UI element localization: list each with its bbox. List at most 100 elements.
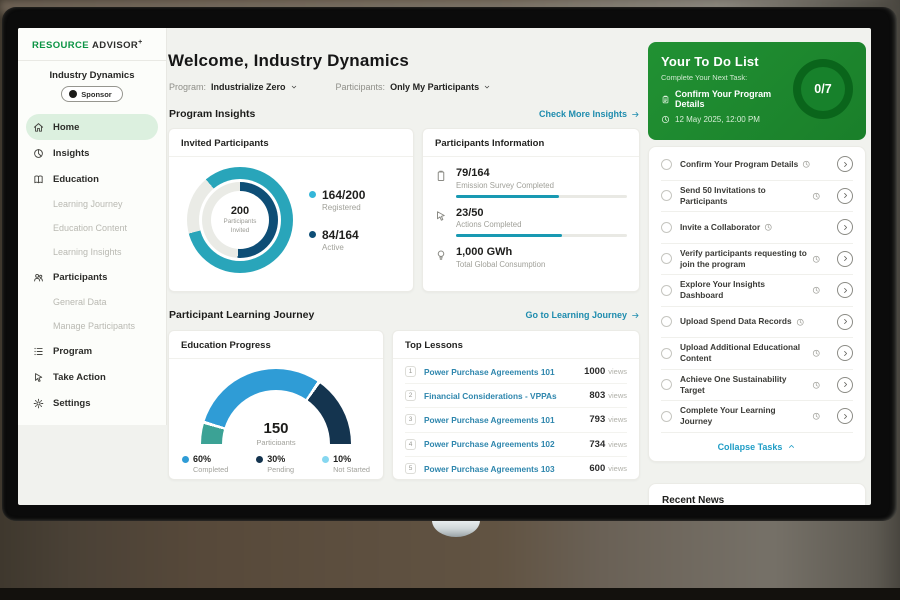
sidebar-item-icon — [32, 174, 45, 185]
task-chevron-button[interactable] — [837, 345, 853, 361]
task-checkbox[interactable] — [661, 159, 672, 170]
collapse-tasks-link[interactable]: Collapse Tasks — [661, 433, 853, 457]
sidebar-item[interactable]: Home — [26, 114, 158, 140]
todo-task-row[interactable]: Verify participants requesting to join t… — [661, 244, 853, 276]
check-more-insights-label: Check More Insights — [539, 109, 627, 119]
task-checkbox[interactable] — [661, 222, 672, 233]
sidebar-item-icon — [32, 398, 45, 409]
sidebar-item[interactable]: Program — [26, 338, 158, 364]
todo-task-row[interactable]: Complete Your Learning Journey — [661, 401, 853, 433]
todo-task-row[interactable]: Upload Additional Educational Content — [661, 338, 853, 370]
lesson-link[interactable]: Power Purchase Agreements 102 — [424, 439, 589, 449]
sidebar-item[interactable]: General Data — [26, 290, 158, 314]
sidebar-item[interactable]: Take Action — [26, 364, 158, 390]
sidebar-item[interactable]: Education — [26, 166, 158, 192]
stat-label: Total Global Consumption — [456, 260, 545, 269]
education-progress-gauge: 150 Participants — [201, 369, 351, 445]
gauge-legend-dot — [256, 456, 263, 463]
task-checkbox[interactable] — [661, 253, 672, 264]
go-to-learning-journey-link[interactable]: Go to Learning Journey — [525, 310, 640, 320]
sidebar-item[interactable]: Education Content — [26, 216, 158, 240]
task-chevron-button[interactable] — [837, 377, 853, 393]
lesson-views-count: 600 — [589, 463, 605, 474]
donut-legend: 164/200 Registered 84/164 Active — [309, 188, 365, 252]
stat-icon — [435, 170, 447, 190]
clock-icon — [764, 223, 773, 232]
task-chevron-button[interactable] — [837, 156, 853, 172]
lesson-views-word: views — [608, 464, 627, 473]
todo-next-task: Confirm Your Program Details — [661, 89, 799, 109]
task-chevron-button[interactable] — [837, 251, 853, 267]
sidebar-item[interactable]: Learning Journey — [26, 192, 158, 216]
legend-dot — [309, 231, 316, 238]
chevron-down-icon[interactable] — [483, 83, 491, 91]
participants-filter[interactable]: Participants: Only My Participants — [336, 82, 492, 92]
lesson-views-count: 1000 — [584, 366, 605, 377]
sidebar-item[interactable]: Insights — [26, 140, 158, 166]
chevron-right-icon — [841, 160, 850, 169]
sidebar-item[interactable]: Settings — [26, 390, 158, 416]
gauge-legend-pct: 10% — [333, 454, 370, 464]
todo-task-row[interactable]: Upload Spend Data Records — [661, 307, 853, 339]
task-checkbox[interactable] — [661, 379, 672, 390]
legend-dot — [309, 191, 316, 198]
task-checkbox[interactable] — [661, 316, 672, 327]
lesson-link[interactable]: Financial Considerations - VPPAs — [424, 391, 589, 401]
sidebar-item[interactable]: Participants — [26, 264, 158, 290]
sidebar-item-label: Manage Participants — [53, 321, 135, 331]
todo-task-row[interactable]: Confirm Your Program Details — [661, 149, 853, 181]
top-lessons-list: 1 Power Purchase Agreements 101 1000 vie… — [393, 359, 639, 481]
arrow-right-icon — [631, 311, 640, 320]
task-chevron-button[interactable] — [837, 282, 853, 298]
lesson-link[interactable]: Power Purchase Agreements 103 — [424, 464, 589, 474]
program-filter-value: Industrialize Zero — [211, 82, 286, 92]
task-chevron-button[interactable] — [837, 219, 853, 235]
lesson-rank: 1 — [405, 366, 416, 377]
lesson-rank: 2 — [405, 390, 416, 401]
todo-task-row[interactable]: Achieve One Sustainability Target — [661, 370, 853, 402]
todo-task-row[interactable]: Explore Your Insights Dashboard — [661, 275, 853, 307]
sponsor-badge: Sponsor — [61, 86, 122, 102]
stat-progress-track — [456, 234, 627, 237]
sidebar-item-label: Participants — [53, 272, 107, 283]
lesson-views-count: 734 — [589, 439, 605, 450]
clipboard-icon — [661, 95, 670, 104]
clock-icon — [812, 286, 821, 295]
task-chevron-button[interactable] — [837, 188, 853, 204]
participants-information-stats: 79/164 Emission Survey Completed — [423, 157, 639, 269]
photo-of-monitor: RESOURCEADVISOR+ Industry Dynamics Spons… — [0, 0, 900, 600]
lesson-views-count: 803 — [589, 390, 605, 401]
stat-value: 23/50 — [456, 207, 521, 219]
participants-filter-value: Only My Participants — [390, 82, 479, 92]
sidebar-item-label: Learning Journey — [53, 199, 123, 209]
task-checkbox[interactable] — [661, 190, 672, 201]
chevron-right-icon — [841, 349, 850, 358]
task-checkbox[interactable] — [661, 411, 672, 422]
check-more-insights-link[interactable]: Check More Insights — [539, 109, 640, 119]
task-label: Send 50 Invitations to Participants — [680, 185, 808, 207]
lesson-link[interactable]: Power Purchase Agreements 101 — [424, 415, 589, 425]
gauge-legend-pct: 30% — [267, 454, 294, 464]
filters-row: Program: Industrialize Zero Participants… — [169, 82, 491, 92]
todo-task-row[interactable]: Invite a Collaborator — [661, 212, 853, 244]
gauge-legend-label: Not Started — [333, 465, 370, 474]
task-checkbox[interactable] — [661, 348, 672, 359]
task-chevron-button[interactable] — [837, 408, 853, 424]
clock-icon — [812, 255, 821, 264]
clock-icon — [812, 349, 821, 358]
todo-task-row[interactable]: Send 50 Invitations to Participants — [661, 181, 853, 213]
gauge-legend-item: 10% Not Started — [322, 454, 370, 474]
sidebar-item[interactable]: Manage Participants — [26, 314, 158, 338]
lesson-link[interactable]: Power Purchase Agreements 101 — [424, 367, 584, 377]
legend-value: 164/200 — [322, 188, 365, 202]
task-chevron-button[interactable] — [837, 314, 853, 330]
sidebar-item-label: Insights — [53, 148, 89, 159]
todo-task-list: Confirm Your Program Details Send 50 Inv… — [661, 149, 853, 433]
lesson-row: 4 Power Purchase Agreements 102 734 view… — [405, 433, 627, 457]
sidebar-item[interactable]: Learning Insights — [26, 240, 158, 264]
program-filter[interactable]: Program: Industrialize Zero — [169, 82, 298, 92]
clock-icon — [661, 115, 670, 124]
chevron-down-icon[interactable] — [290, 83, 298, 91]
task-checkbox[interactable] — [661, 285, 672, 296]
task-label: Upload Spend Data Records — [680, 316, 792, 327]
